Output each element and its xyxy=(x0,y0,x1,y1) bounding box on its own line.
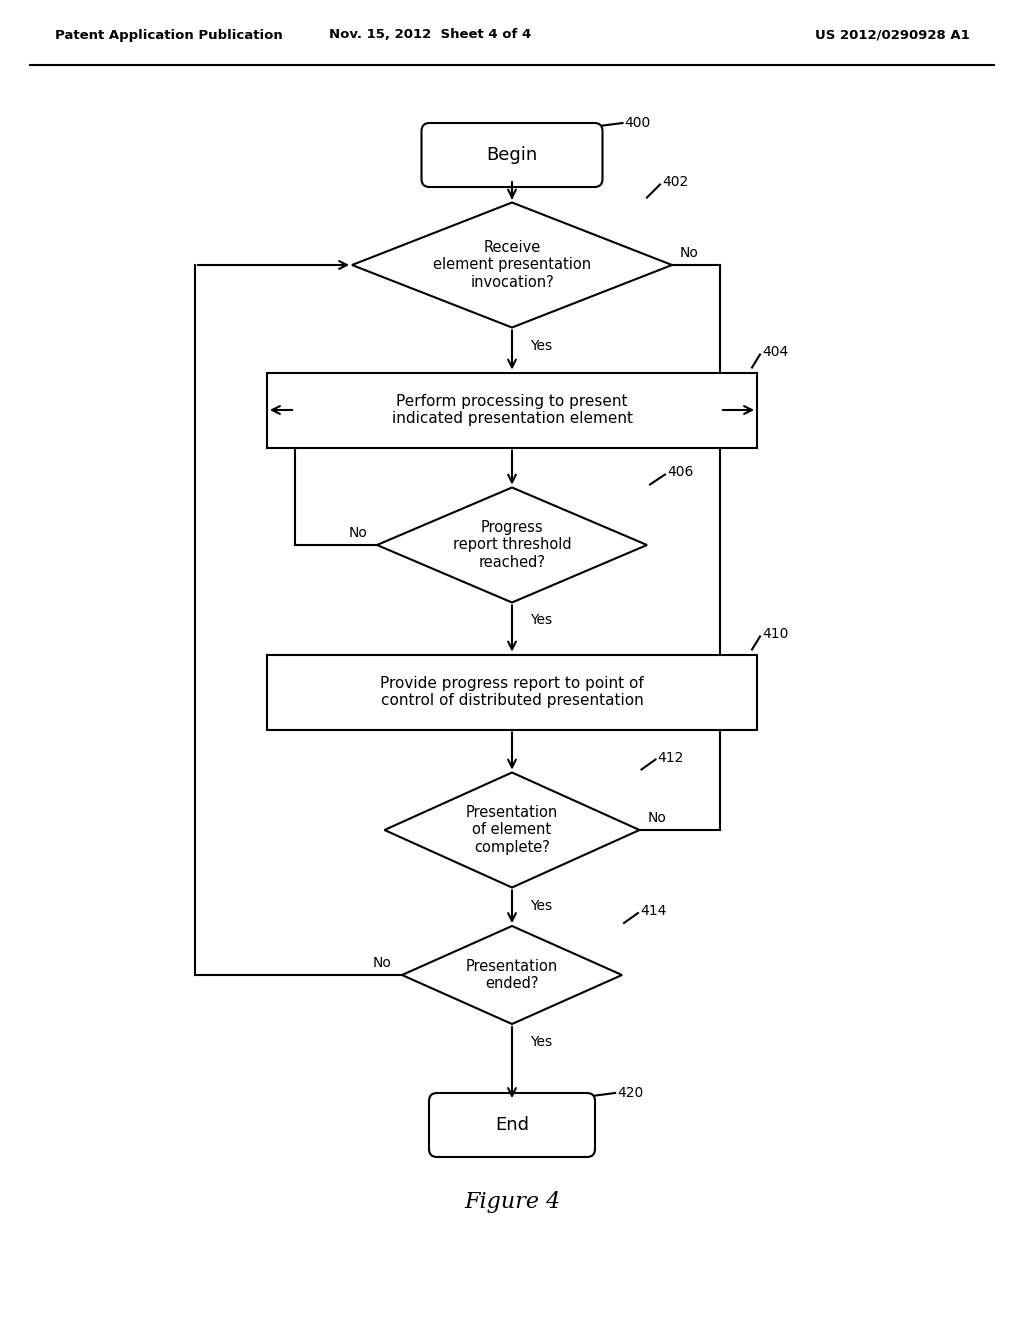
Text: End: End xyxy=(495,1115,529,1134)
Text: US 2012/0290928 A1: US 2012/0290928 A1 xyxy=(815,29,970,41)
Text: 406: 406 xyxy=(667,466,693,479)
Text: Figure 4: Figure 4 xyxy=(464,1191,560,1213)
Text: Yes: Yes xyxy=(530,338,552,352)
Text: 404: 404 xyxy=(762,346,788,359)
Text: Provide progress report to point of
control of distributed presentation: Provide progress report to point of cont… xyxy=(380,676,644,709)
Text: Presentation
of element
complete?: Presentation of element complete? xyxy=(466,805,558,855)
Text: No: No xyxy=(647,810,667,825)
FancyBboxPatch shape xyxy=(429,1093,595,1158)
Polygon shape xyxy=(352,202,672,327)
Polygon shape xyxy=(402,927,622,1024)
Text: No: No xyxy=(680,246,698,260)
Bar xyxy=(267,372,757,447)
Bar xyxy=(267,655,757,730)
Text: 412: 412 xyxy=(657,751,684,764)
Text: Nov. 15, 2012  Sheet 4 of 4: Nov. 15, 2012 Sheet 4 of 4 xyxy=(329,29,531,41)
Text: 414: 414 xyxy=(640,904,667,917)
Text: 400: 400 xyxy=(625,116,650,129)
Text: Yes: Yes xyxy=(530,1035,552,1049)
Text: Patent Application Publication: Patent Application Publication xyxy=(55,29,283,41)
Text: Yes: Yes xyxy=(530,614,552,627)
Text: Receive
element presentation
invocation?: Receive element presentation invocation? xyxy=(433,240,591,290)
Text: 420: 420 xyxy=(617,1086,643,1100)
Text: No: No xyxy=(373,956,392,970)
Text: Begin: Begin xyxy=(486,147,538,164)
Text: Perform processing to present
indicated presentation element: Perform processing to present indicated … xyxy=(391,393,633,426)
Polygon shape xyxy=(377,487,647,602)
Text: Presentation
ended?: Presentation ended? xyxy=(466,958,558,991)
FancyBboxPatch shape xyxy=(422,123,602,187)
Text: No: No xyxy=(348,525,367,540)
Text: Yes: Yes xyxy=(530,899,552,912)
Polygon shape xyxy=(384,772,640,887)
Text: Progress
report threshold
reached?: Progress report threshold reached? xyxy=(453,520,571,570)
Text: 410: 410 xyxy=(762,627,788,642)
Text: 402: 402 xyxy=(662,176,688,190)
